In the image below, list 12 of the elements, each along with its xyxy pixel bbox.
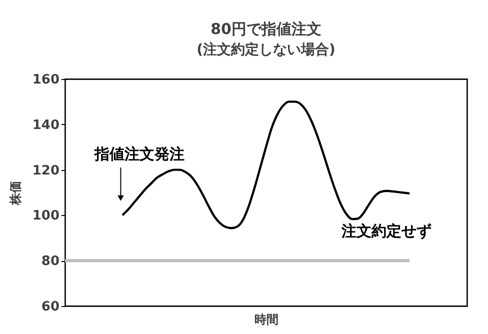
y-tick-label: 140 xyxy=(32,118,60,133)
annotation: 指値注文発注 xyxy=(94,144,185,163)
y-axis-title: 株価 xyxy=(8,181,22,206)
chart-title: 80円で指値注文 xyxy=(210,20,322,38)
annotation: 注文約定せず xyxy=(340,222,432,240)
y-tick-label: 160 xyxy=(32,72,60,88)
y-tick-label: 80 xyxy=(41,254,60,270)
chart-subtitle: (注文約定しない場合) xyxy=(196,41,336,58)
y-tick-label: 120 xyxy=(32,163,60,178)
x-axis-title: 時間 xyxy=(254,312,278,326)
y-tick-label: 100 xyxy=(32,208,60,224)
y-tick-label: 60 xyxy=(41,300,60,314)
